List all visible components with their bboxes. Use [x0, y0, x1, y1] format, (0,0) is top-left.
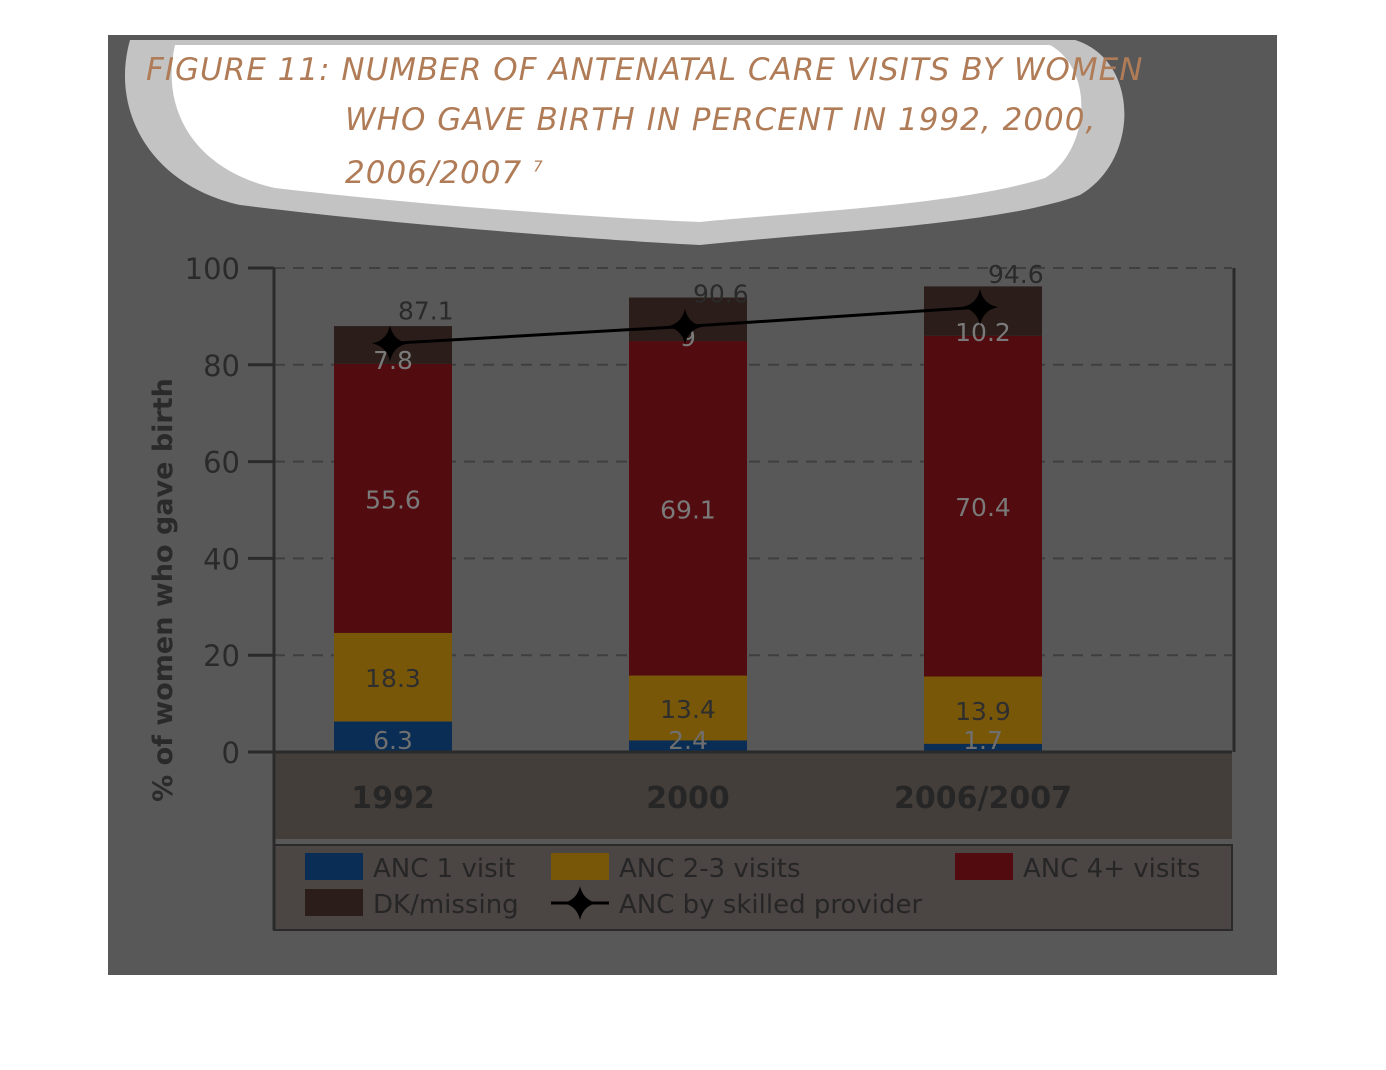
- segment-label-anc23-2: 13.9: [955, 697, 1011, 726]
- skilled-provider-label-2: 94.6: [988, 260, 1044, 289]
- segment-label-anc1-2: 1.7: [963, 726, 1003, 755]
- x-category-label-1: 2000: [646, 781, 730, 816]
- legend-marker-line: [563, 886, 597, 920]
- legend-label-anc4: ANC 4+ visits: [1023, 854, 1200, 884]
- bar-anc1-2: [924, 743, 1042, 752]
- legend-swatch-anc1: [305, 853, 363, 880]
- figure-title-line-2: WHO GAVE BIRTH IN PERCENT IN 1992, 2000,: [345, 102, 1097, 138]
- bar-anc23-0: [334, 632, 452, 722]
- y-tick-label-100: 100: [185, 252, 240, 286]
- bar-anc4-1: [629, 341, 747, 676]
- bar-anc1-1: [629, 740, 747, 752]
- legend-swatch-dk: [305, 889, 363, 916]
- axes: [248, 266, 1236, 930]
- x-category-label-2: 2006/2007: [894, 781, 1072, 816]
- skilled-provider-marker-0: [372, 325, 408, 362]
- x-category-labels: 1992 2000 2006/2007: [351, 781, 1072, 816]
- figure-title-footnote: 7: [533, 157, 544, 176]
- legend: ANC 1 visit ANC 2-3 visits ANC 4+ visits DK…: [305, 853, 1200, 920]
- skilled-provider-label-1: 90.6: [693, 279, 749, 308]
- bar-anc4-2: [924, 335, 1042, 677]
- skilled-provider-marker-1: [667, 308, 703, 345]
- y-axis-label: % of women who gave birth: [148, 378, 179, 802]
- legend-label-line: ANC by skilled provider: [619, 890, 922, 920]
- figure-title-line-1: FIGURE 11: NUMBER OF ANTENATAL CARE VISI…: [146, 52, 1144, 88]
- legend-swatch-anc23: [551, 853, 609, 880]
- skilled-provider-marker-2: [962, 289, 998, 326]
- segment-label-anc23-1: 13.4: [660, 695, 716, 724]
- legend-label-anc23: ANC 2-3 visits: [619, 854, 801, 884]
- skilled-provider-label-0: 87.1: [398, 296, 454, 325]
- title-highlight-cloud-inner: [171, 45, 1082, 222]
- segment-label-anc23-0: 18.3: [365, 664, 421, 693]
- legend-label-dk: DK/missing: [373, 890, 519, 920]
- bar-anc1-0: [334, 721, 452, 752]
- legend-swatch-anc4: [955, 853, 1013, 880]
- legend-label-anc1: ANC 1 visit: [373, 854, 515, 884]
- y-tick-label-80: 80: [203, 349, 240, 383]
- y-tick-label-40: 40: [203, 542, 240, 576]
- segment-label-anc1-0: 6.3: [373, 726, 413, 755]
- segment-label-anc4-0: 55.6: [365, 485, 421, 514]
- segment-label-anc1-1: 2.4: [668, 726, 708, 755]
- y-tick-labels: 0 20 40 60 80 100: [185, 252, 240, 770]
- skilled-provider-line: 87.1 90.6 94.6: [372, 260, 1044, 362]
- segment-labels: 6.318.355.67.82.413.469.191.713.970.410.…: [365, 318, 1011, 755]
- segment-label-dk-2: 10.2: [955, 318, 1011, 347]
- bar-anc4-0: [334, 363, 452, 633]
- bar-anc23-2: [924, 676, 1042, 744]
- y-tick-label-20: 20: [203, 639, 240, 673]
- figure-title-line-3: 2006/2007 7: [345, 155, 544, 191]
- bar-anc23-1: [629, 675, 747, 741]
- segment-label-anc4-2: 70.4: [955, 493, 1011, 522]
- figure-title-years: 2006/2007: [345, 155, 523, 191]
- y-tick-label-60: 60: [203, 446, 240, 480]
- segment-label-anc4-1: 69.1: [660, 495, 716, 524]
- y-tick-label-0: 0: [222, 736, 240, 770]
- category-band: [274, 752, 1232, 839]
- x-category-label-0: 1992: [351, 781, 435, 816]
